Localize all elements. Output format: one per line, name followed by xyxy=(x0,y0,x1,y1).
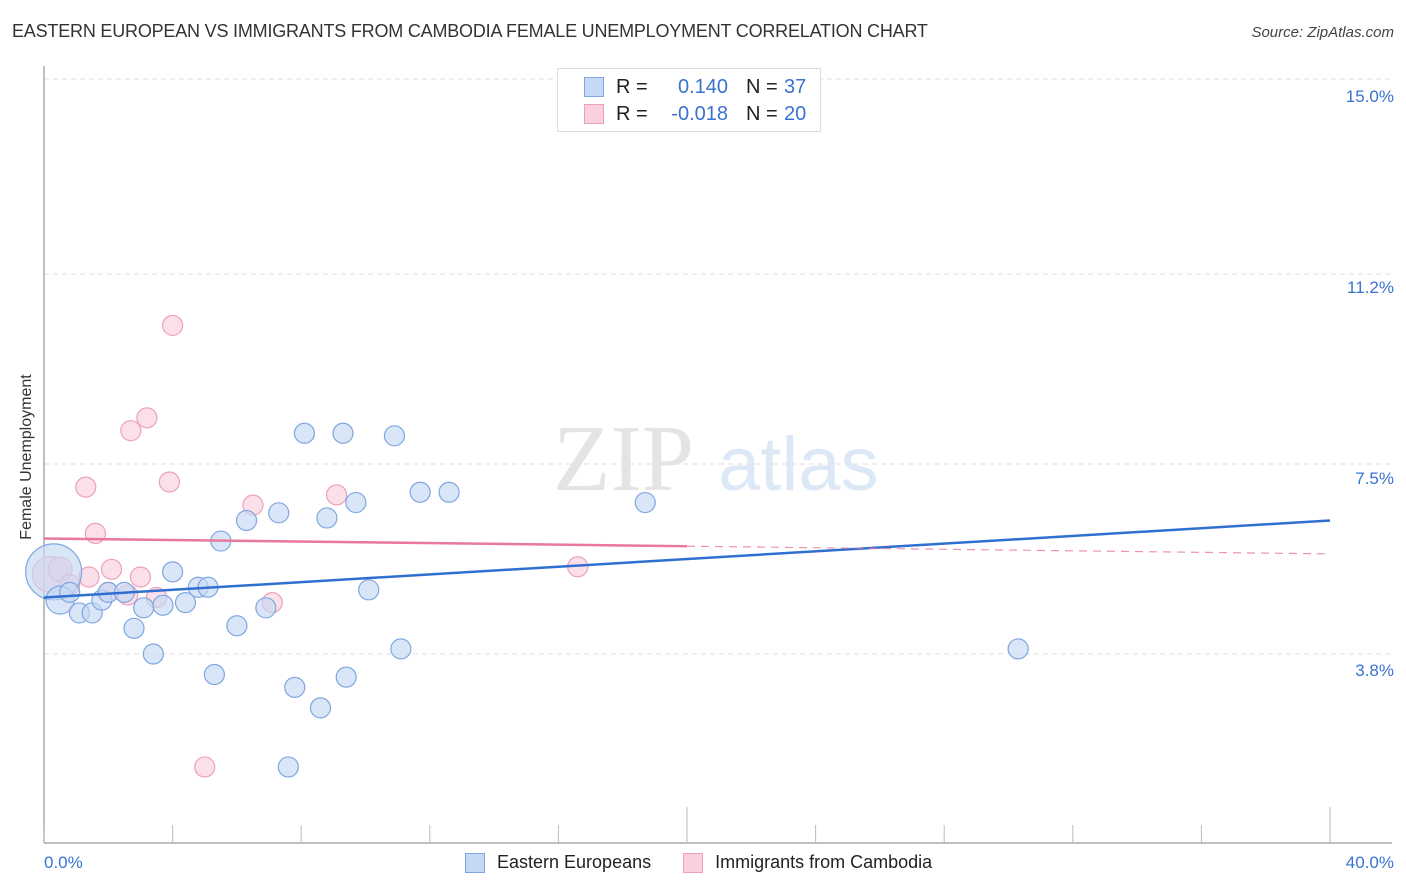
pink-swatch xyxy=(584,104,604,124)
r-value: -0.018 xyxy=(671,102,728,125)
data-point xyxy=(203,663,225,686)
series-legend: Eastern Europeans Immigrants from Cambod… xyxy=(465,852,964,873)
r-value: 0.140 xyxy=(677,75,728,98)
data-point xyxy=(174,592,197,614)
x-tick-min: 0.0% xyxy=(44,853,83,872)
data-point xyxy=(226,615,248,637)
data-point xyxy=(634,491,656,514)
data-point xyxy=(277,756,299,778)
r-label: R = xyxy=(616,75,648,98)
data-point xyxy=(390,638,412,660)
trend-lines xyxy=(43,519,1331,599)
data-point xyxy=(438,481,460,503)
data-point xyxy=(268,502,290,524)
n-value: 37 xyxy=(784,75,807,98)
y-tick-11-2: 11.2% xyxy=(1347,278,1394,297)
gridlines xyxy=(44,78,1392,655)
data-point xyxy=(383,425,406,447)
data-point xyxy=(158,471,180,493)
data-point xyxy=(142,643,164,665)
blue-swatch xyxy=(584,77,604,97)
y-tick-3-8: 3.8% xyxy=(1355,661,1394,680)
data-point xyxy=(293,422,316,444)
stats-row-eastern-europeans: R = 0.140 N = 37 xyxy=(584,75,806,99)
data-point xyxy=(136,407,158,429)
cambodia-trend-extension xyxy=(686,545,1331,555)
axes xyxy=(43,66,1392,844)
watermark-atlas: atlas xyxy=(718,422,879,507)
data-point xyxy=(332,422,354,444)
n-label: N = xyxy=(746,75,778,98)
watermark-zip: ZIP xyxy=(553,407,694,511)
data-point xyxy=(129,566,152,588)
source-credit: Source: ZipAtlas.com xyxy=(1251,24,1394,41)
x-tick-max: 40.0% xyxy=(1345,853,1394,872)
data-point xyxy=(309,697,332,719)
data-point xyxy=(409,481,431,503)
cambodia-trend-line xyxy=(43,537,688,548)
data-point xyxy=(325,484,348,506)
data-point xyxy=(120,420,142,442)
data-point xyxy=(255,597,277,619)
data-point xyxy=(284,676,306,698)
data-point xyxy=(123,617,145,639)
data-point xyxy=(335,666,357,688)
data-point xyxy=(59,581,81,603)
watermark: ZIP atlas xyxy=(553,407,879,511)
eastern-europeans-trend-line xyxy=(43,519,1331,599)
stats-row-cambodia: R = -0.018 N = 20 xyxy=(584,102,806,126)
n-label: N = xyxy=(746,102,778,125)
stats-legend: R = 0.140 N = 37 R = -0.018 N = 20 xyxy=(557,68,821,132)
data-point xyxy=(194,756,216,778)
data-point xyxy=(162,314,184,337)
data-point xyxy=(316,507,338,529)
data-point xyxy=(345,491,367,514)
data-point xyxy=(358,579,380,601)
data-point xyxy=(100,558,123,580)
data-point xyxy=(1007,638,1029,660)
data-point xyxy=(235,509,258,532)
n-value: 20 xyxy=(784,102,807,125)
legend-label: Immigrants from Cambodia xyxy=(715,852,933,872)
r-label: R = xyxy=(616,102,648,125)
legend-item-eastern-europeans[interactable]: Eastern Europeans xyxy=(465,852,651,873)
y-tick-15: 15.0% xyxy=(1345,87,1394,106)
pink-swatch xyxy=(683,852,704,873)
legend-label: Eastern Europeans xyxy=(497,852,652,872)
y-tick-7-5: 7.5% xyxy=(1355,469,1394,488)
blue-swatch xyxy=(465,852,485,873)
data-point xyxy=(133,597,155,619)
chart-title: EASTERN EUROPEAN VS IMMIGRANTS FROM CAMB… xyxy=(12,21,928,41)
data-point xyxy=(75,476,97,498)
data-point xyxy=(162,561,184,583)
legend-item-cambodia[interactable]: Immigrants from Cambodia xyxy=(683,852,932,873)
data-point xyxy=(152,594,174,616)
